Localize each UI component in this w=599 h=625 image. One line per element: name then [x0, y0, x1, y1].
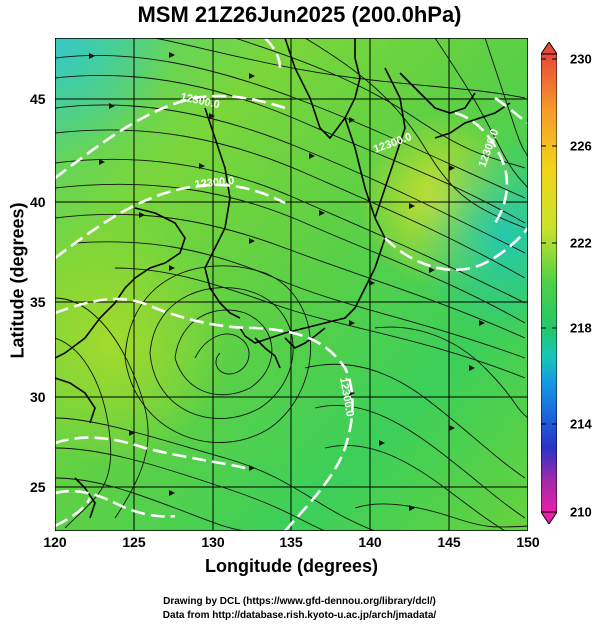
map-plot-area: 12300.0 12300.0 12300.0 12300.0 12300.0	[55, 38, 528, 531]
map-title: MSM 21Z26Jun2025 (200.0hPa)	[137, 2, 462, 27]
x-tick-label: 140	[358, 534, 382, 550]
colorbar-tick: 210	[570, 504, 592, 520]
x-tick-label: 130	[201, 534, 225, 550]
credit-drawing: Drawing by DCL (https://www.gfd-dennou.o…	[163, 596, 436, 607]
y-tick-label: 40	[30, 194, 46, 210]
colorbar	[541, 42, 557, 524]
x-tick-label: 120	[43, 534, 67, 550]
colorbar-tick: 226	[570, 138, 592, 154]
x-tick-label: 145	[437, 534, 461, 550]
height-contours	[55, 38, 528, 531]
x-tick-label: 125	[122, 534, 146, 550]
credit-data: Data from http://database.rish.kyoto-u.a…	[162, 610, 437, 621]
colorbar-tick: 222	[570, 235, 592, 251]
wind-streamlines	[55, 38, 528, 531]
wind-field-map: 12300.0 12300.0 12300.0 12300.0 12300.0	[55, 38, 528, 531]
contour-label: 12300.0	[194, 175, 235, 191]
x-tick-label: 150	[516, 534, 540, 550]
y-axis-label: Latitude (degrees)	[7, 202, 28, 359]
y-tick-label: 25	[30, 479, 46, 495]
coastlines	[55, 38, 511, 519]
colorbar-tick: 230	[570, 51, 592, 67]
x-tick-label: 135	[279, 534, 303, 550]
x-axis-label: Longitude (degrees)	[204, 556, 378, 576]
y-tick-label: 30	[30, 389, 46, 405]
colorbar-tick: 214	[570, 416, 592, 432]
y-tick-label: 45	[30, 91, 46, 107]
y-tick-label: 35	[30, 294, 46, 310]
colorbar-tick: 218	[570, 320, 592, 336]
